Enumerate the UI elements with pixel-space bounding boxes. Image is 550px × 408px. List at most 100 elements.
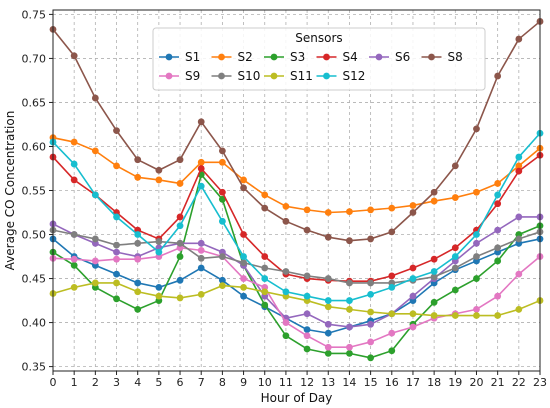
data-point bbox=[388, 283, 396, 291]
x-tick-label: 1 bbox=[71, 376, 78, 389]
data-point bbox=[324, 320, 332, 328]
x-tick-label: 15 bbox=[364, 376, 378, 389]
data-point bbox=[261, 253, 269, 260]
legend-label: S2 bbox=[238, 50, 253, 64]
data-point bbox=[367, 354, 375, 362]
data-point bbox=[91, 279, 99, 287]
x-tick-label: 19 bbox=[448, 376, 462, 389]
legend: Sensors S1 S2 S3 S4 S6 S8 S9 S10 S11 S12 bbox=[152, 27, 486, 91]
legend-label: S4 bbox=[343, 50, 358, 64]
legend-label: S9 bbox=[185, 69, 200, 83]
legend-item-s11: S11 bbox=[264, 69, 313, 83]
data-point bbox=[240, 231, 247, 238]
legend-item-s2: S2 bbox=[211, 50, 253, 64]
data-point bbox=[430, 273, 438, 281]
data-point bbox=[451, 312, 459, 319]
series-line-s10 bbox=[52, 229, 541, 284]
data-point bbox=[240, 283, 247, 291]
data-point bbox=[197, 165, 205, 172]
x-tick-label: 18 bbox=[427, 376, 441, 389]
data-point bbox=[515, 305, 523, 313]
data-point bbox=[240, 259, 247, 267]
data-point bbox=[113, 295, 120, 303]
data-point bbox=[70, 261, 78, 269]
data-point bbox=[346, 343, 353, 351]
x-tick-label: 4 bbox=[134, 376, 141, 389]
data-point bbox=[240, 176, 247, 184]
data-point bbox=[70, 176, 78, 184]
data-point bbox=[346, 323, 353, 331]
data-point bbox=[134, 173, 142, 181]
data-point bbox=[197, 254, 205, 262]
data-point bbox=[473, 305, 480, 313]
series-s10 bbox=[49, 226, 544, 287]
data-point bbox=[218, 253, 226, 260]
data-point bbox=[303, 272, 311, 280]
series-line-s2 bbox=[52, 136, 541, 214]
data-point bbox=[346, 297, 353, 304]
x-tick-label: 7 bbox=[198, 376, 205, 389]
y-tick-label: 0.70 bbox=[22, 52, 47, 65]
data-point bbox=[303, 345, 311, 353]
data-point bbox=[451, 244, 459, 252]
data-point bbox=[176, 294, 184, 302]
data-point bbox=[324, 303, 332, 311]
x-tick-label: 11 bbox=[279, 376, 293, 389]
axis-ticks: 0 1 2 3 4 5 6 7 8 9 10 11 12 13 14 15 16 17 18 19 20 21 22 230.… bbox=[22, 8, 548, 389]
y-tick-label: 0.50 bbox=[22, 229, 47, 242]
data-point bbox=[515, 153, 523, 161]
legend-item-s8: S8 bbox=[421, 50, 463, 64]
data-point bbox=[430, 197, 438, 205]
x-tick-label: 21 bbox=[491, 376, 505, 389]
data-point bbox=[515, 235, 523, 243]
x-tick-label: 14 bbox=[342, 376, 356, 389]
data-point bbox=[367, 290, 375, 298]
data-point bbox=[388, 329, 396, 337]
data-point bbox=[70, 283, 78, 291]
data-point bbox=[113, 270, 120, 278]
data-point bbox=[197, 239, 205, 247]
x-tick-label: 3 bbox=[113, 376, 120, 389]
data-point bbox=[261, 275, 269, 282]
data-point bbox=[70, 138, 78, 146]
data-point bbox=[409, 310, 417, 318]
y-tick-label: 0.45 bbox=[22, 273, 47, 286]
legend-item-s9: S9 bbox=[159, 69, 200, 83]
data-point bbox=[515, 213, 523, 221]
data-point bbox=[346, 208, 353, 216]
data-point bbox=[218, 282, 226, 289]
data-point bbox=[303, 206, 311, 214]
data-point bbox=[70, 231, 78, 238]
legend-item-s12: S12 bbox=[316, 69, 365, 83]
data-point bbox=[240, 184, 247, 192]
data-point bbox=[70, 160, 78, 168]
data-point bbox=[388, 347, 396, 355]
data-point bbox=[261, 191, 269, 199]
x-tick-label: 9 bbox=[240, 376, 247, 389]
data-point bbox=[134, 231, 142, 238]
series-line-s4 bbox=[52, 154, 541, 282]
data-point bbox=[91, 147, 99, 155]
data-point bbox=[515, 162, 523, 170]
data-point bbox=[134, 255, 142, 263]
data-point bbox=[409, 202, 417, 209]
data-point bbox=[91, 94, 99, 102]
data-point bbox=[494, 257, 502, 265]
data-point bbox=[494, 180, 502, 187]
data-point bbox=[367, 279, 375, 287]
data-point bbox=[113, 213, 120, 221]
data-point bbox=[451, 286, 459, 294]
series-line-s8 bbox=[52, 20, 541, 242]
data-point bbox=[70, 52, 78, 60]
data-point bbox=[282, 332, 290, 340]
data-point bbox=[197, 264, 205, 272]
data-point bbox=[261, 264, 269, 272]
data-point bbox=[155, 283, 163, 291]
data-point bbox=[451, 194, 459, 201]
data-point bbox=[91, 191, 99, 199]
data-point bbox=[197, 246, 205, 254]
legend-swatch-marker bbox=[165, 53, 173, 61]
data-point bbox=[494, 191, 502, 199]
data-point bbox=[282, 268, 290, 275]
